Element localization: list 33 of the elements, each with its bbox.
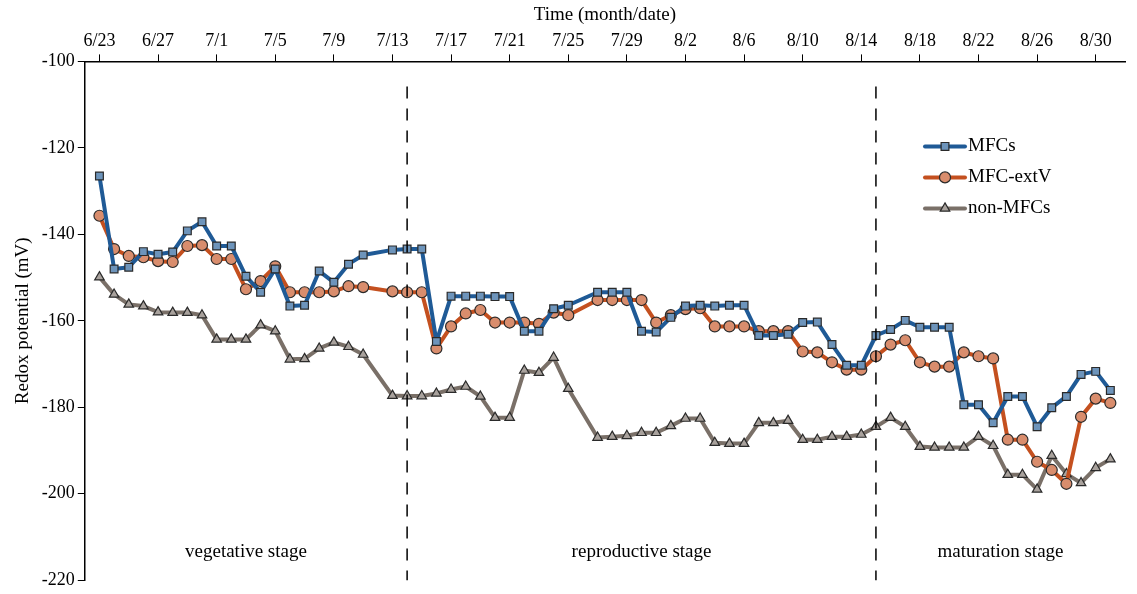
- x-tick-label: 7/17: [435, 30, 468, 51]
- x-tick-label: 8/6: [732, 30, 756, 51]
- y-tick-label: -160: [41, 309, 75, 330]
- x-tick-label: 8/2: [673, 30, 697, 51]
- x-tick-label: 7/1: [205, 30, 229, 51]
- x-tick-label: 6/23: [83, 30, 116, 51]
- annotation: vegetative stage: [185, 540, 307, 562]
- legend-label: non-MFCs: [968, 196, 1051, 218]
- y-tick-label: -100: [41, 50, 75, 71]
- x-tick-label: 6/27: [142, 30, 175, 51]
- y-tick-label: -200: [41, 482, 75, 503]
- x-tick-label: 8/14: [845, 30, 878, 51]
- y-tick-label: -220: [41, 568, 75, 589]
- x-tick-label: 8/22: [962, 30, 995, 51]
- x-tick-label: 7/13: [376, 30, 409, 51]
- x-tick-label: 8/18: [903, 30, 936, 51]
- x-axis-title: Time (month/date): [533, 3, 677, 26]
- x-tick-label: 8/30: [1079, 30, 1112, 51]
- y-tick-label: -120: [41, 136, 75, 157]
- x-tick-label: 7/21: [493, 30, 526, 51]
- annotation: maturation stage: [937, 540, 1064, 562]
- x-tick-label: 8/10: [786, 30, 819, 51]
- x-tick-label: 7/5: [263, 30, 287, 51]
- legend-label: MFCs: [968, 134, 1016, 156]
- x-tick-label: 7/9: [322, 30, 346, 51]
- y-tick-label: -140: [41, 223, 75, 244]
- y-axis-title: Redox potential (mV): [11, 237, 34, 405]
- y-tick-label: -180: [41, 396, 75, 416]
- x-tick-label: 7/25: [552, 30, 585, 51]
- x-tick-label: 7/29: [610, 30, 643, 51]
- legend-label: MFC-extV: [968, 165, 1052, 187]
- x-tick-label: 8/26: [1021, 30, 1054, 51]
- annotation: reproductive stage: [571, 540, 712, 562]
